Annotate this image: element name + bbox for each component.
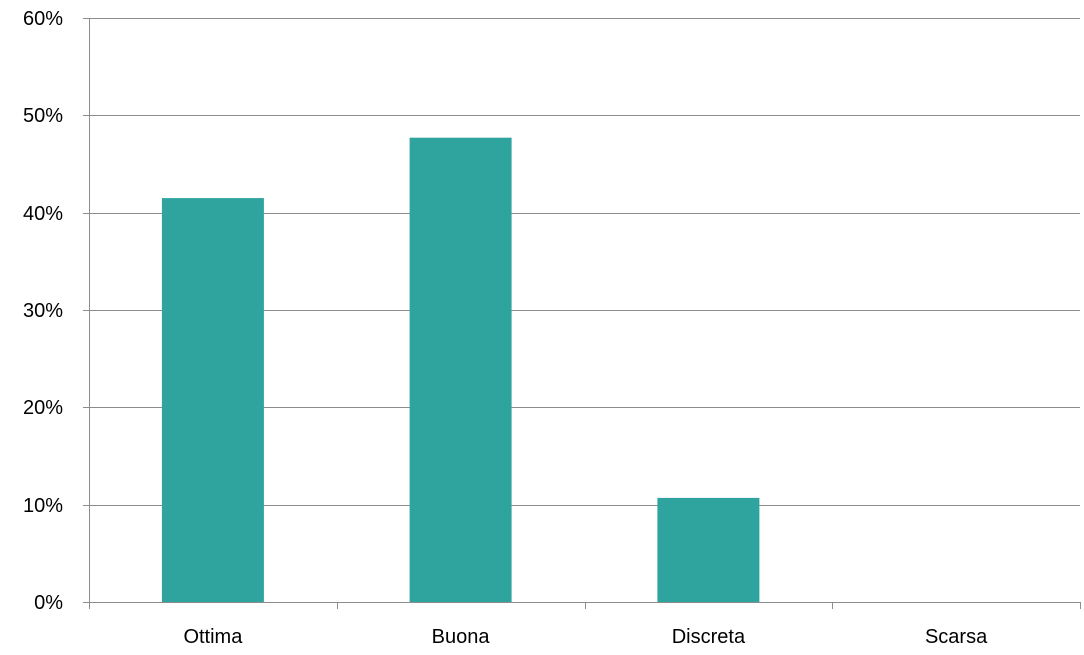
axes (83, 18, 1081, 609)
y-tick-label: 50% (23, 105, 63, 127)
bars (161, 137, 760, 602)
y-tick-label: 60% (23, 8, 63, 30)
bar-ottima (161, 198, 264, 602)
bar-buona (409, 137, 512, 602)
y-tick-label: 40% (23, 203, 63, 225)
bar-discreta (657, 497, 760, 602)
y-tick-label: 0% (34, 592, 63, 614)
x-tick-label: Scarsa (925, 626, 988, 648)
y-tick-labels: 0% 10% 20% 30% 40% 50% 60% (23, 8, 63, 614)
y-tick-label: 10% (23, 495, 63, 517)
x-tick-label: Ottima (183, 626, 243, 648)
x-tick-label: Discreta (672, 626, 746, 648)
x-tick-label: Buona (432, 626, 491, 648)
y-tick-label: 20% (23, 397, 63, 419)
x-tick-labels: Ottima Buona Discreta Scarsa (183, 626, 988, 648)
y-tick-label: 30% (23, 300, 63, 322)
